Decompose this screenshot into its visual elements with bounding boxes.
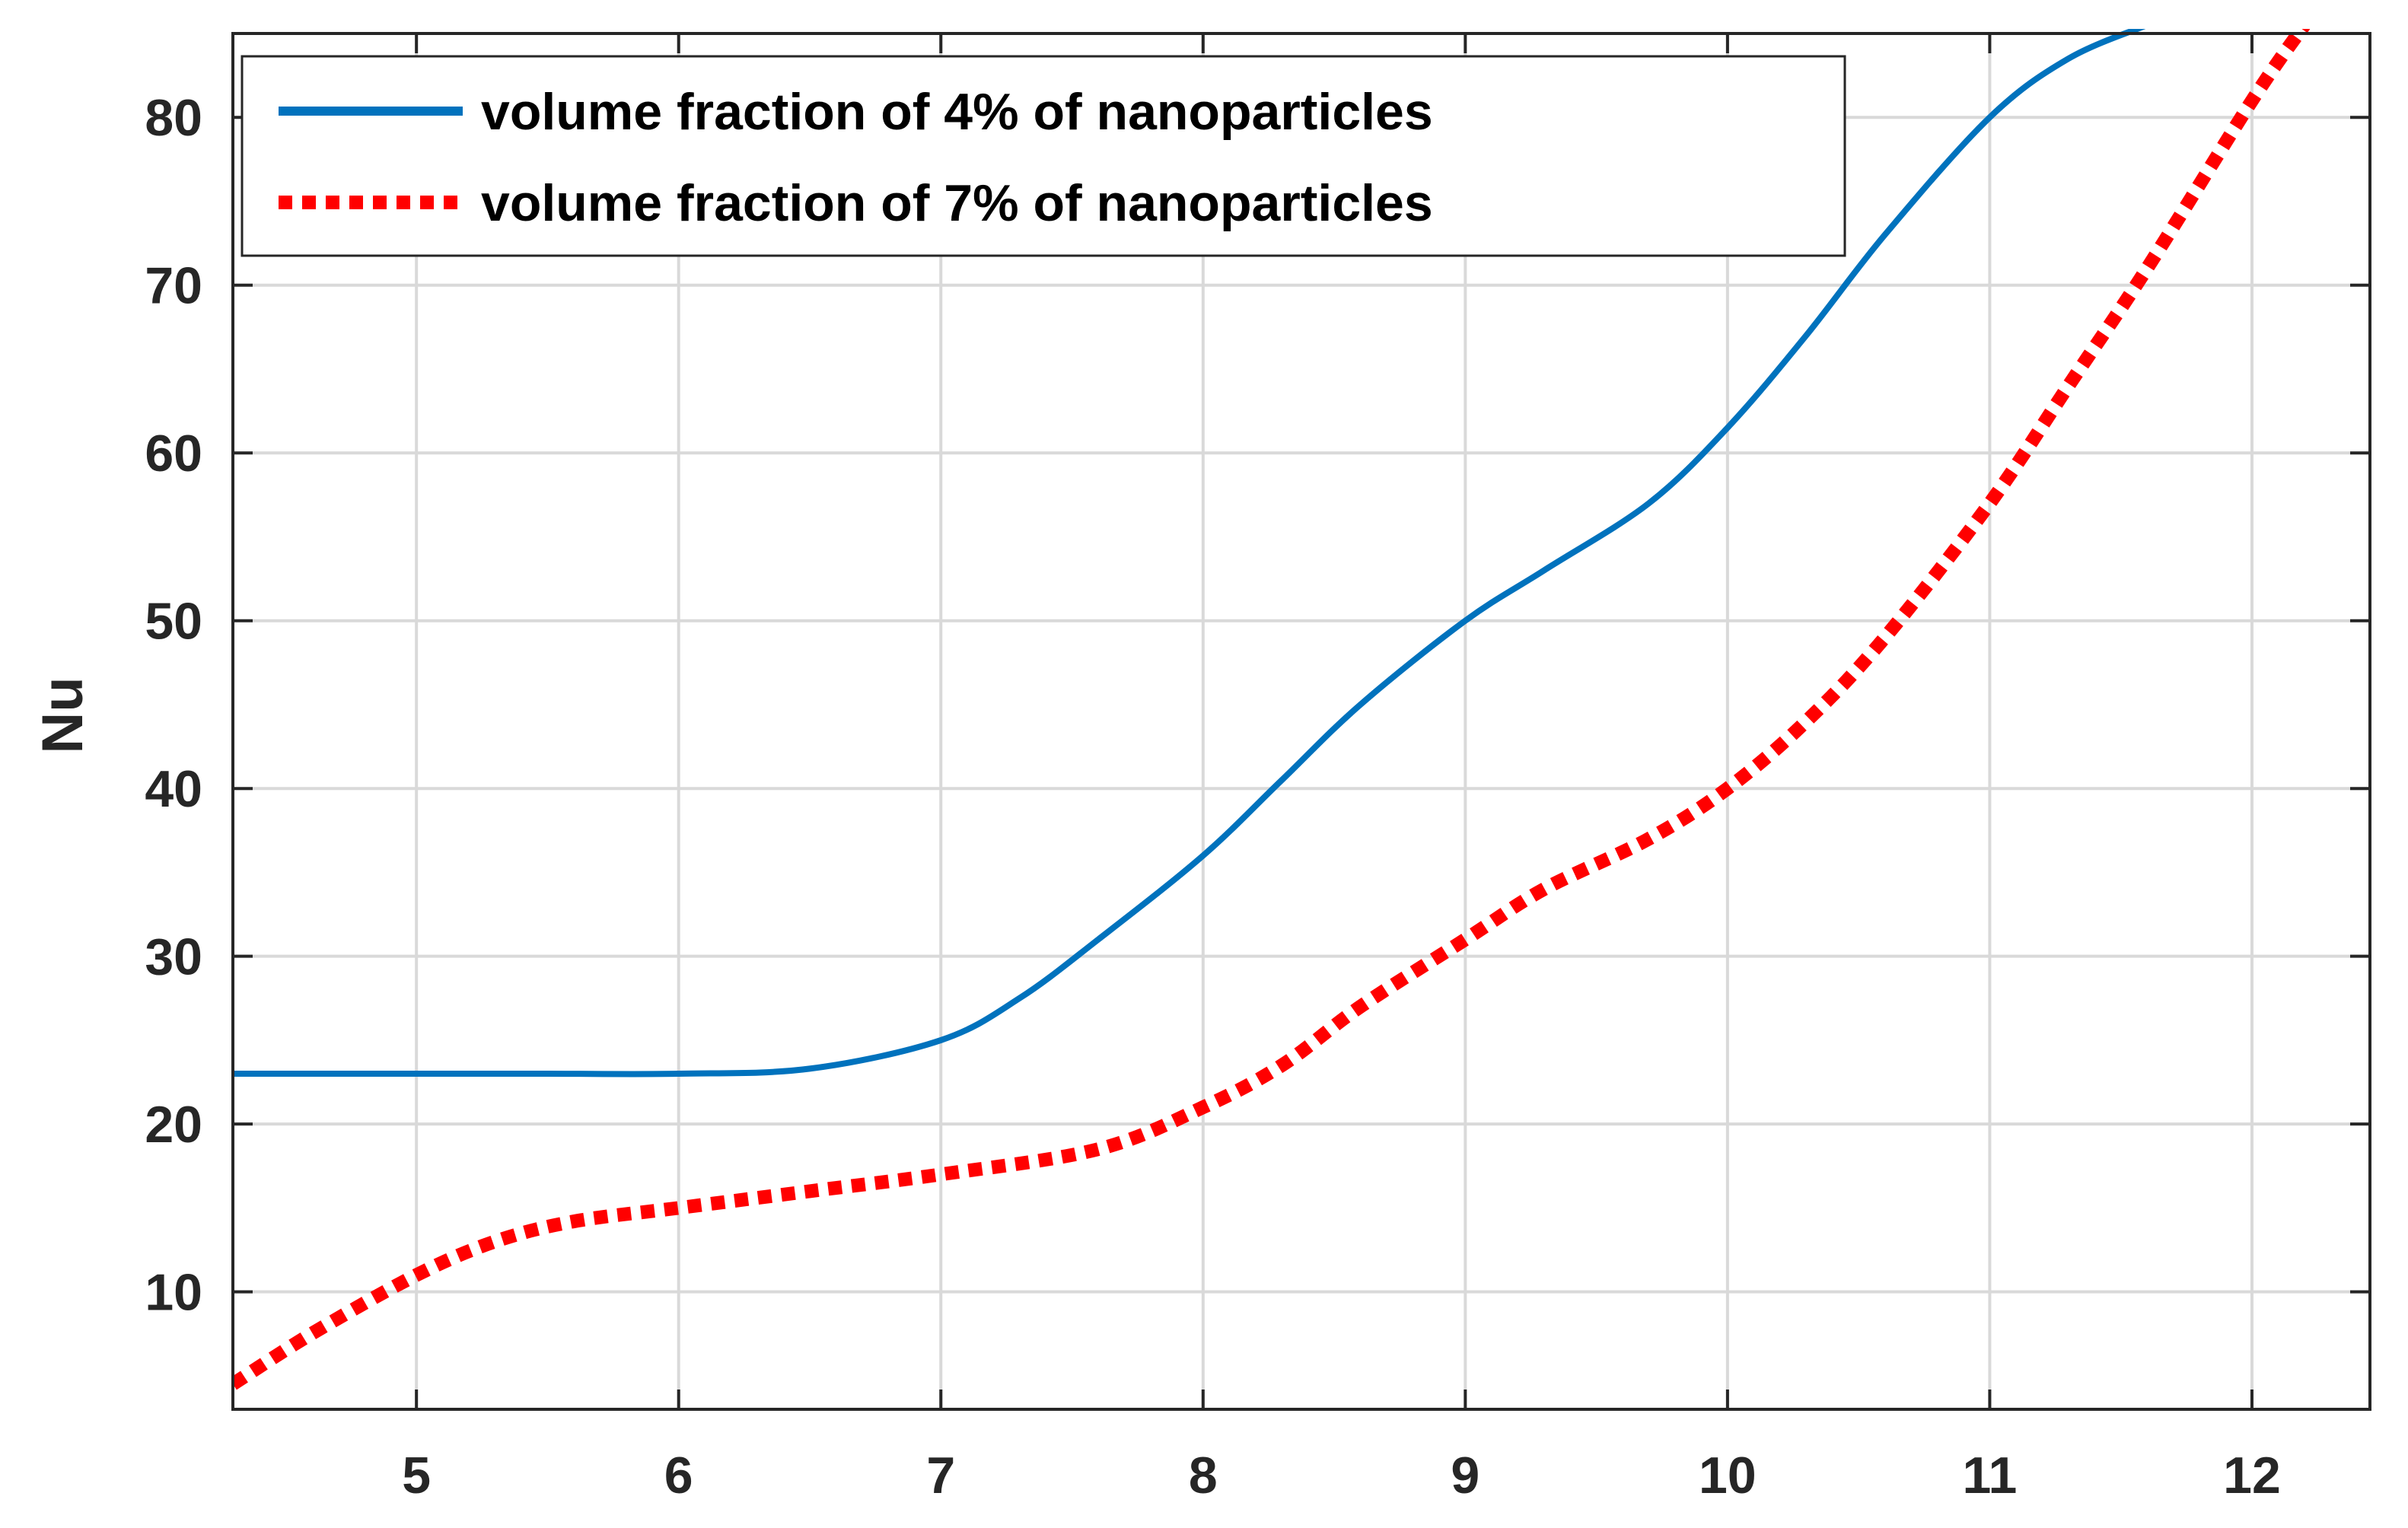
- y-tick-label: 40: [145, 760, 202, 818]
- axis-ticks: 5 6 7 8 9 10 11 12 10 20 30 40 50 60 70 80: [145, 33, 2370, 1504]
- x-tick-label: 12: [2223, 1447, 2281, 1504]
- y-tick-label: 50: [145, 593, 202, 651]
- x-tick-label: 6: [664, 1447, 693, 1504]
- legend-label-7-percent: volume fraction of 7% of nanoparticles: [481, 174, 1433, 232]
- y-tick-label: 10: [145, 1264, 202, 1322]
- grid: [233, 33, 2370, 1409]
- legend-label-4-percent: volume fraction of 4% of nanoparticles: [481, 83, 1433, 141]
- y-tick-label: 30: [145, 928, 202, 986]
- plot-frame: [231, 32, 2371, 1411]
- x-tick-label: 9: [1451, 1447, 1480, 1504]
- x-tick-label: 10: [1699, 1447, 1757, 1504]
- x-tick-label: 11: [1962, 1447, 2017, 1504]
- plot-series: [233, 29, 2311, 1390]
- y-tick-label: 70: [145, 257, 202, 315]
- series-line-4-percent: [233, 29, 2146, 1078]
- y-tick-label: 20: [145, 1096, 202, 1154]
- series-line-7-percent: [233, 29, 2311, 1390]
- legend-box: [240, 55, 1846, 257]
- legend: volume fraction of 4% of nanoparticles v…: [240, 55, 1846, 257]
- y-tick-label: 80: [145, 89, 202, 147]
- x-tick-label: 8: [1189, 1447, 1218, 1504]
- x-tick-label: 5: [402, 1447, 431, 1504]
- y-tick-label: 60: [145, 425, 202, 482]
- x-tick-label: 7: [926, 1447, 955, 1504]
- y-axis-label: Nu: [30, 676, 95, 753]
